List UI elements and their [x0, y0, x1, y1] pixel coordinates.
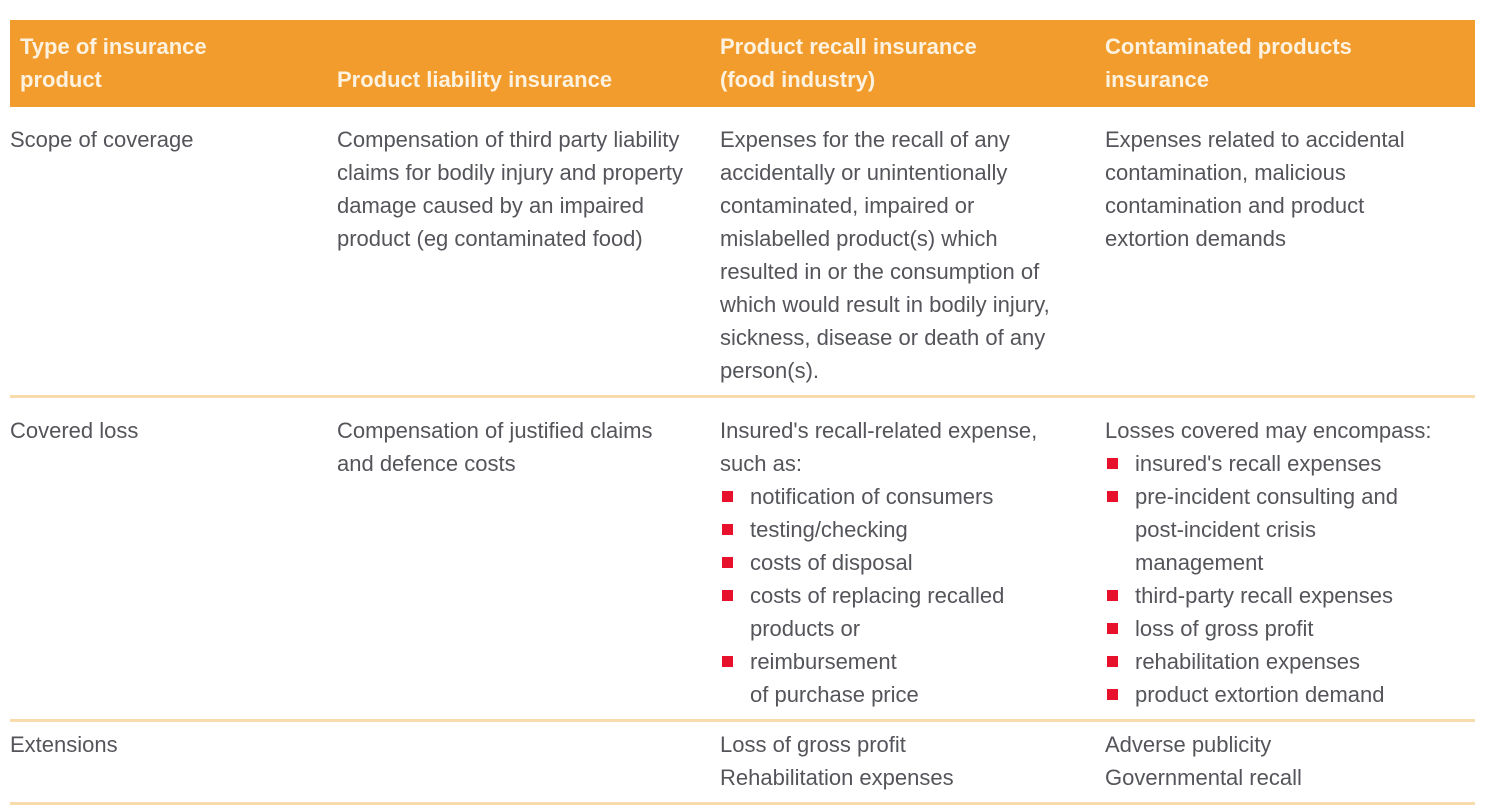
extension-line: Loss of gross profit: [720, 732, 906, 757]
row-label-covered-loss: Covered loss: [10, 418, 139, 443]
list-item: costs of disposal: [720, 546, 1069, 579]
square-bullet-icon: [722, 656, 733, 667]
cell-covered-loss-contaminated-products: Losses covered may encompass: insured's …: [1095, 398, 1475, 719]
list-item: notification of consumers: [720, 480, 1069, 513]
list-item: pre-incident consulting and post-inciden…: [1105, 480, 1449, 579]
row-label-scope-of-coverage: Scope of coverage: [10, 127, 194, 152]
recall-expense-intro: Insured's recall-related expense, such a…: [720, 418, 1038, 476]
insurance-comparison-table: Type of insurance product Product liabil…: [10, 20, 1475, 805]
square-bullet-icon: [1107, 689, 1118, 700]
cell-covered-loss-product-liability: Compensation of justified claims and def…: [337, 418, 653, 476]
cell-extensions-product-recall: Loss of gross profit Rehabilitation expe…: [710, 722, 1095, 802]
list-item: testing/checking: [720, 513, 1069, 546]
square-bullet-icon: [722, 491, 733, 502]
list-item: reimbursement of purchase price: [720, 645, 1069, 711]
cell-extensions-contaminated-products: Adverse publicity Governmental recall: [1095, 722, 1475, 802]
square-bullet-icon: [1107, 458, 1118, 469]
list-item: costs of replacing recalled products or: [720, 579, 1069, 645]
square-bullet-icon: [1107, 590, 1118, 601]
list-item: product extortion demand: [1105, 678, 1449, 711]
square-bullet-icon: [722, 557, 733, 568]
header-cell-product-liability-insurance: Product liability insurance: [337, 67, 613, 92]
contaminated-losses-list: insured's recall expenses pre-incident c…: [1105, 447, 1449, 711]
header-cell-type-of-insurance-product: Type of insurance product: [20, 34, 207, 92]
list-item: third-party recall expenses: [1105, 579, 1449, 612]
cell-covered-loss-product-recall: Insured's recall-related expense, such a…: [710, 398, 1095, 719]
cell-scope-contaminated-products: Expenses related to accidental contamina…: [1105, 127, 1405, 251]
contaminated-losses-intro: Losses covered may encompass:: [1105, 418, 1432, 443]
cell-scope-product-liability: Compensation of third party liability cl…: [337, 127, 684, 251]
square-bullet-icon: [1107, 656, 1118, 667]
square-bullet-icon: [1107, 491, 1118, 502]
table-row-covered-loss: Covered loss Compensation of justified c…: [10, 398, 1475, 722]
cell-scope-product-recall: Expenses for the recall of any accidenta…: [720, 127, 1050, 383]
table-row-extensions: Extensions Loss of gross profit Rehabili…: [10, 722, 1475, 805]
header-cell-product-recall-insurance: Product recall insurance (food industry): [720, 34, 977, 92]
square-bullet-icon: [1107, 623, 1118, 634]
row-label-extensions: Extensions: [10, 732, 118, 757]
table-header-row: Type of insurance product Product liabil…: [10, 20, 1475, 107]
square-bullet-icon: [722, 524, 733, 535]
list-item: rehabilitation expenses: [1105, 645, 1449, 678]
extension-line: Adverse publicity: [1105, 732, 1272, 757]
cell-extensions-product-liability: [327, 722, 710, 802]
list-item: insured's recall expenses: [1105, 447, 1449, 480]
square-bullet-icon: [722, 590, 733, 601]
header-cell-contaminated-products-insurance: Contaminated products insurance: [1105, 34, 1352, 92]
table-row-scope-of-coverage: Scope of coverage Compensation of third …: [10, 107, 1475, 398]
list-item: loss of gross profit: [1105, 612, 1449, 645]
recall-expense-list: notification of consumers testing/checki…: [720, 480, 1069, 711]
